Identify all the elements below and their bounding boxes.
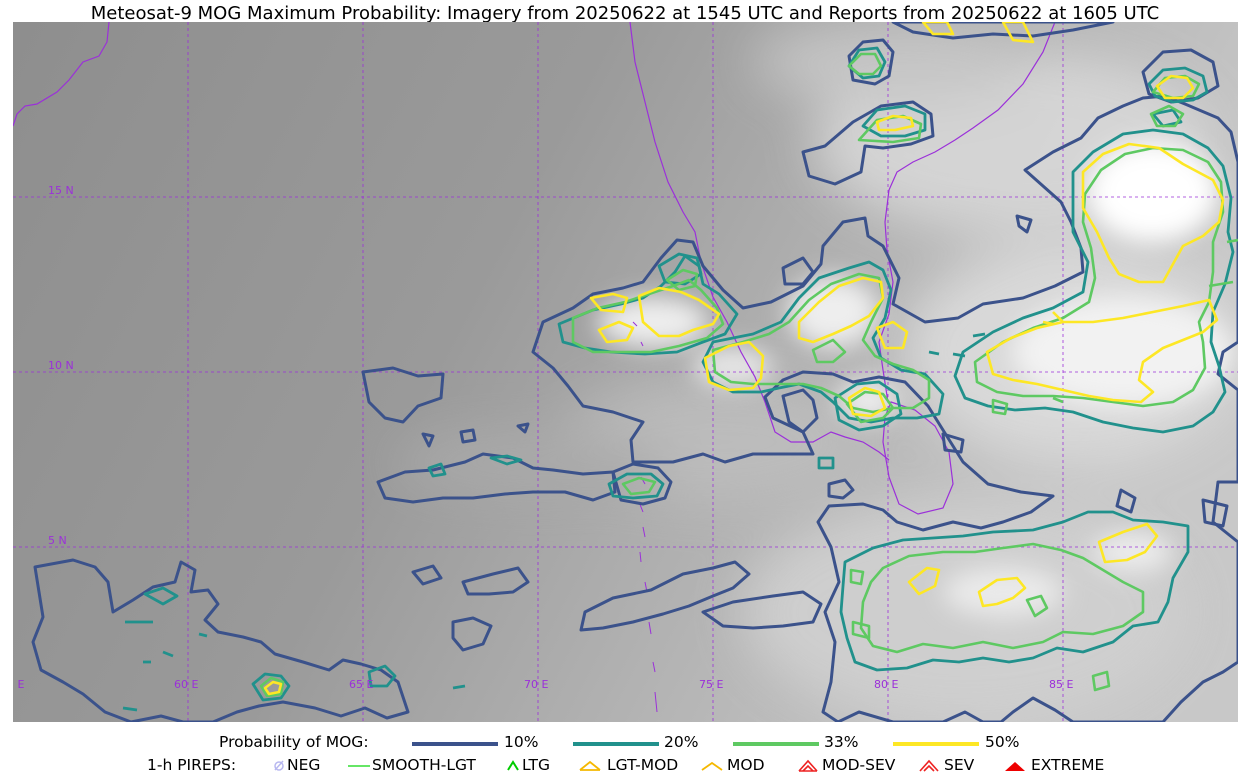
- lat-label-15: 15 N: [48, 184, 74, 197]
- pirep-label-extreme: EXTREME: [1031, 756, 1105, 774]
- pirep-label-mod: MOD: [727, 756, 765, 774]
- pirep-label-lgt-mod: LGT-MOD: [607, 756, 679, 774]
- smooth-lgt-icon: [348, 765, 370, 767]
- probability-legend-label: Probability of MOG:: [219, 733, 369, 751]
- legend-label-33: 33%: [824, 733, 859, 751]
- india-west-coastline: [629, 22, 890, 461]
- lon-label-65: 65 E: [349, 678, 373, 691]
- extreme-icon: [1005, 762, 1025, 771]
- lgt-mod-icon: [579, 760, 601, 771]
- mog-contours: [31, 22, 1238, 722]
- legend-swatch-33: [733, 742, 819, 746]
- pirep-label-ltg: LTG: [522, 756, 550, 774]
- legend-label-50: 50%: [985, 733, 1020, 751]
- graticule: [13, 22, 1238, 722]
- lon-label-70: 70 E: [524, 678, 548, 691]
- legend-label-20: 20%: [664, 733, 699, 751]
- contour-50-percent: [263, 22, 1225, 696]
- legend-swatch-50: [893, 742, 979, 746]
- contour-10-percent: [31, 22, 1238, 722]
- lat-label-10: 10 N: [48, 359, 74, 372]
- legend-swatch-10: [412, 742, 498, 746]
- pirep-label-mod-sev: MOD-SEV: [822, 756, 896, 774]
- arabia-coastline: [13, 22, 110, 127]
- neg-icon: [274, 760, 284, 771]
- sev-icon: [919, 759, 939, 772]
- lon-label-60: 60 E: [174, 678, 198, 691]
- lon-label-80: 80 E: [874, 678, 898, 691]
- contour-33-percent: [259, 52, 1238, 698]
- satellite-map: 15 N 10 N 5 N 55 E 60 E 65 E 70 E 75 E 8…: [13, 22, 1238, 722]
- india-east-coastline: [878, 22, 1056, 403]
- lon-label-75: 75 E: [699, 678, 723, 691]
- pirep-label-neg: NEG: [287, 756, 321, 774]
- pireps-legend: 1-h PIREPS: NEG SMOOTH-LGT LTG LGT-MOD M…: [0, 756, 1250, 776]
- legend-swatch-20: [573, 742, 659, 746]
- sri-lanka-coastline: [882, 401, 954, 515]
- coastlines: [13, 22, 1056, 713]
- mod-sev-icon: [798, 759, 818, 772]
- pireps-legend-label: 1-h PIREPS:: [147, 756, 237, 774]
- lon-label-55: 55 E: [13, 678, 24, 691]
- lakshadweep-islands: [632, 321, 644, 347]
- pirep-label-sev: SEV: [944, 756, 975, 774]
- map-title: Meteosat-9 MOG Maximum Probability: Imag…: [90, 3, 1160, 24]
- probability-legend: Probability of MOG: 10% 20% 33% 50%: [0, 733, 1250, 753]
- legend-label-10: 10%: [504, 733, 539, 751]
- mod-icon: [701, 761, 723, 771]
- lat-label-5: 5 N: [48, 534, 67, 547]
- contour-20-percent: [122, 46, 1235, 712]
- graticule-labels: 15 N 10 N 5 N 55 E 60 E 65 E 70 E 75 E 8…: [13, 184, 1073, 691]
- ltg-icon: [507, 760, 519, 771]
- pirep-label-smooth-lgt: SMOOTH-LGT: [372, 756, 476, 774]
- lon-label-85: 85 E: [1049, 678, 1073, 691]
- maldives-islands: [638, 476, 658, 713]
